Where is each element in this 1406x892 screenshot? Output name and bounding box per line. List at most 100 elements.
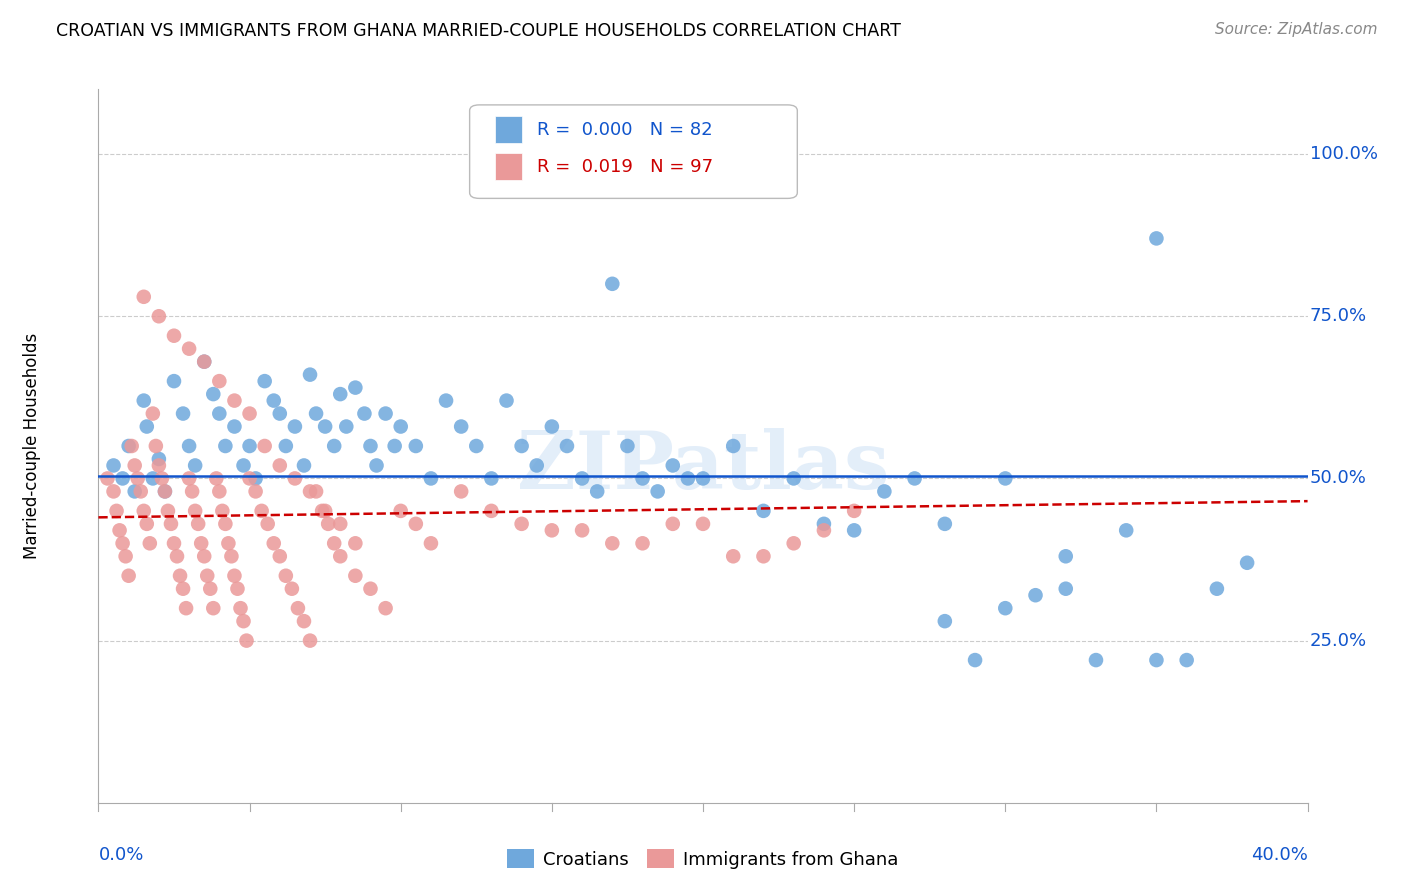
Point bbox=[353, 407, 375, 421]
Point bbox=[156, 504, 179, 518]
Point bbox=[752, 504, 775, 518]
Point bbox=[177, 439, 201, 453]
Point bbox=[299, 633, 322, 648]
Point bbox=[132, 504, 155, 518]
Point bbox=[419, 471, 441, 485]
FancyBboxPatch shape bbox=[470, 105, 797, 198]
Point bbox=[193, 354, 215, 368]
Point bbox=[540, 419, 562, 434]
Point bbox=[148, 458, 170, 473]
Point bbox=[405, 439, 427, 453]
Point bbox=[360, 582, 382, 596]
Point bbox=[142, 407, 165, 421]
Point bbox=[292, 458, 315, 473]
Point bbox=[721, 549, 744, 564]
Point bbox=[208, 407, 231, 421]
Point bbox=[118, 439, 141, 453]
Point bbox=[142, 471, 165, 485]
Point bbox=[647, 484, 669, 499]
Point bbox=[224, 419, 246, 434]
Point bbox=[389, 419, 412, 434]
Point bbox=[329, 516, 352, 531]
Point bbox=[994, 601, 1017, 615]
Point bbox=[214, 439, 236, 453]
Text: R =  0.019   N = 97: R = 0.019 N = 97 bbox=[537, 158, 713, 176]
Point bbox=[269, 407, 291, 421]
Point bbox=[904, 471, 927, 485]
Point bbox=[263, 536, 285, 550]
Text: 100.0%: 100.0% bbox=[1310, 145, 1378, 163]
Point bbox=[129, 484, 152, 499]
Point bbox=[253, 439, 276, 453]
Point bbox=[292, 614, 315, 628]
Point bbox=[450, 484, 472, 499]
Point bbox=[193, 549, 215, 564]
Point bbox=[184, 458, 207, 473]
Point bbox=[631, 536, 654, 550]
Point bbox=[153, 484, 176, 499]
Point bbox=[269, 458, 291, 473]
Point bbox=[384, 439, 406, 453]
Point bbox=[323, 536, 346, 550]
Point bbox=[235, 633, 257, 648]
Point bbox=[813, 524, 835, 538]
Text: Married-couple Households: Married-couple Households bbox=[22, 333, 41, 559]
Point bbox=[1206, 582, 1229, 596]
Point bbox=[172, 407, 194, 421]
Point bbox=[214, 516, 236, 531]
Point bbox=[405, 516, 427, 531]
Point bbox=[374, 601, 396, 615]
Point bbox=[202, 601, 225, 615]
Point bbox=[281, 582, 304, 596]
Point bbox=[169, 568, 191, 582]
Point bbox=[284, 419, 307, 434]
Text: 40.0%: 40.0% bbox=[1251, 846, 1308, 863]
Point bbox=[335, 419, 357, 434]
Point bbox=[994, 471, 1017, 485]
Point bbox=[316, 516, 339, 531]
Point bbox=[661, 458, 683, 473]
Point bbox=[103, 458, 125, 473]
Point bbox=[844, 504, 866, 518]
Point bbox=[360, 439, 382, 453]
Point bbox=[205, 471, 228, 485]
Point bbox=[184, 504, 207, 518]
Point bbox=[311, 504, 333, 518]
Point bbox=[450, 419, 472, 434]
Point bbox=[221, 549, 243, 564]
Point bbox=[124, 484, 146, 499]
Point bbox=[540, 524, 562, 538]
Point bbox=[965, 653, 987, 667]
Point bbox=[166, 549, 188, 564]
Point bbox=[245, 471, 267, 485]
Point bbox=[187, 516, 209, 531]
Point bbox=[692, 516, 714, 531]
Point bbox=[132, 393, 155, 408]
Point bbox=[299, 484, 322, 499]
Point bbox=[193, 354, 215, 368]
Point bbox=[782, 536, 804, 550]
Point bbox=[163, 536, 186, 550]
Point bbox=[314, 419, 336, 434]
Point bbox=[226, 582, 249, 596]
Point bbox=[314, 504, 336, 518]
Text: R =  0.000   N = 82: R = 0.000 N = 82 bbox=[537, 121, 713, 139]
Point bbox=[616, 439, 638, 453]
Point bbox=[510, 516, 533, 531]
Point bbox=[195, 568, 218, 582]
Point bbox=[366, 458, 388, 473]
Text: ZIPatlas: ZIPatlas bbox=[517, 428, 889, 507]
Point bbox=[105, 504, 128, 518]
Point bbox=[177, 471, 201, 485]
Point bbox=[389, 504, 412, 518]
Point bbox=[108, 524, 131, 538]
Point bbox=[202, 387, 225, 401]
Point bbox=[211, 504, 233, 518]
Text: 50.0%: 50.0% bbox=[1310, 469, 1367, 487]
Point bbox=[135, 419, 157, 434]
Point bbox=[269, 549, 291, 564]
Point bbox=[602, 536, 624, 550]
Point bbox=[782, 471, 804, 485]
Point bbox=[329, 387, 352, 401]
Point bbox=[153, 484, 176, 499]
